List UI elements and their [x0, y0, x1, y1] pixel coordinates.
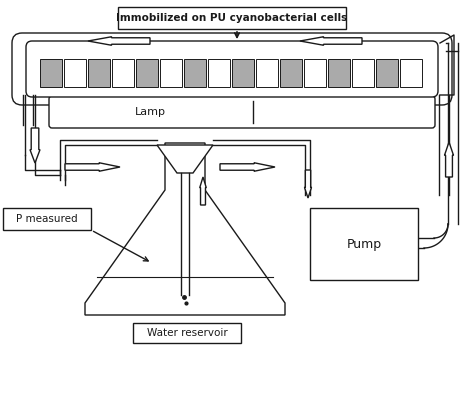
Bar	[352, 59, 374, 87]
Bar	[133, 323, 241, 343]
Polygon shape	[85, 143, 285, 315]
Bar	[136, 59, 158, 87]
Bar	[88, 59, 110, 87]
Bar	[118, 7, 346, 29]
Text: Immobilized on PU cyanobacterial cells: Immobilized on PU cyanobacterial cells	[117, 13, 347, 23]
Polygon shape	[157, 145, 213, 173]
Polygon shape	[300, 37, 362, 45]
Bar	[112, 59, 134, 87]
Polygon shape	[200, 177, 206, 205]
Bar	[208, 59, 230, 87]
Text: Pump: Pump	[346, 237, 382, 250]
Bar	[64, 59, 86, 87]
Bar	[256, 59, 278, 87]
Bar	[328, 59, 350, 87]
Polygon shape	[445, 142, 454, 177]
FancyBboxPatch shape	[49, 96, 435, 128]
Polygon shape	[88, 37, 150, 45]
Bar	[304, 59, 326, 87]
Bar	[400, 59, 422, 87]
Bar	[280, 59, 302, 87]
Polygon shape	[220, 163, 275, 171]
Text: Water reservoir: Water reservoir	[146, 328, 228, 338]
Polygon shape	[304, 170, 311, 198]
FancyBboxPatch shape	[12, 33, 452, 105]
Polygon shape	[30, 128, 40, 163]
Text: P measured: P measured	[16, 214, 78, 224]
FancyBboxPatch shape	[26, 41, 438, 97]
Bar	[40, 59, 62, 87]
Polygon shape	[65, 163, 120, 171]
Bar	[376, 59, 398, 87]
Bar	[160, 59, 182, 87]
Bar	[232, 59, 254, 87]
Bar	[310, 208, 418, 280]
Bar	[3, 208, 91, 230]
Text: Lamp: Lamp	[135, 107, 166, 117]
Bar	[184, 59, 206, 87]
